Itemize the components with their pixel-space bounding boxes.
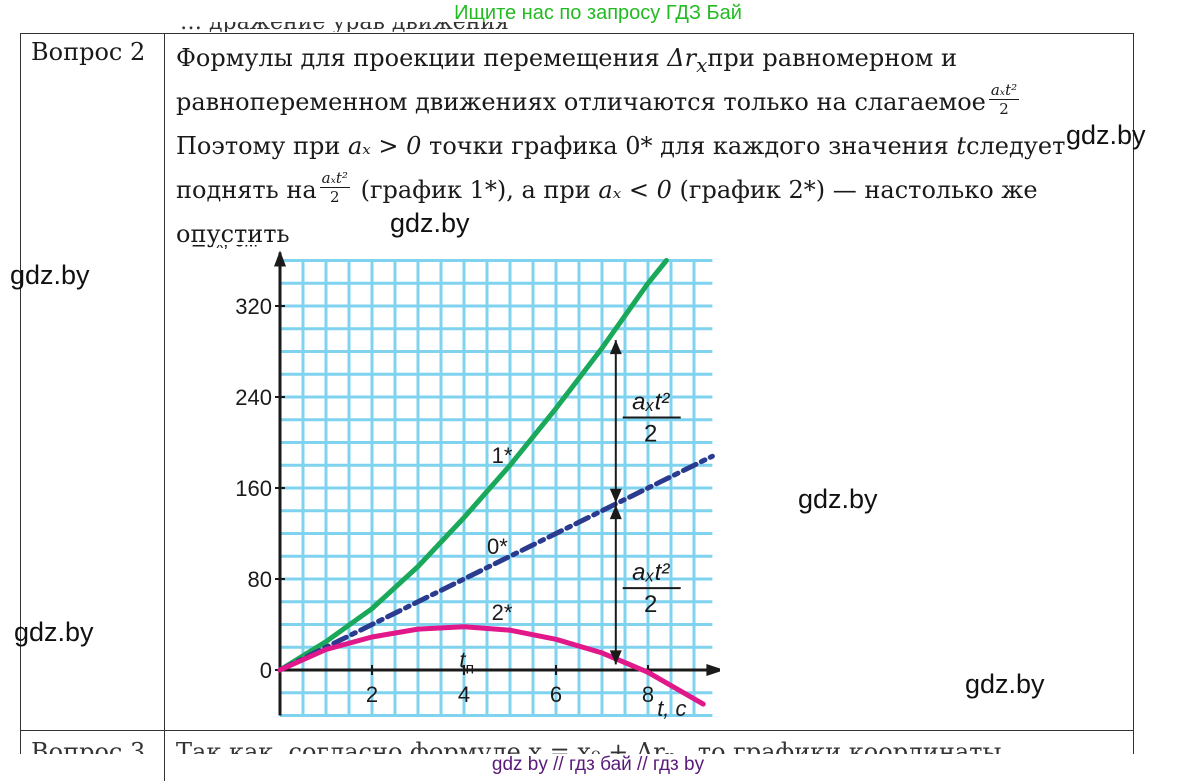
series-2-label: 2* <box>492 600 513 625</box>
footer-links: gdz by // гдз бай // гдз by <box>491 754 705 775</box>
answer-line-2: равнопеременном движениях отличаются тол… <box>176 81 1020 118</box>
answer-table <box>20 33 1134 754</box>
answer-text: Формулы для проекции перемещения Δrxпри … <box>176 36 1076 256</box>
x-tick-label: 4 <box>458 682 470 707</box>
x-tick-label: 8 <box>642 682 654 707</box>
watermark: gdz.by <box>798 484 878 514</box>
watermark: gdz.by <box>1066 120 1146 150</box>
series-2-line <box>277 624 706 707</box>
question-label: Вопрос 2 <box>31 38 146 66</box>
answer-line-4: поднять на aₓt² 2 (график 1*), а при aₓ < … <box>176 169 1038 206</box>
y-tick-label: 320 <box>235 294 272 319</box>
x-axis-arrow <box>706 664 720 676</box>
difference-arrowhead <box>609 505 622 520</box>
watermark: gdz.by <box>390 208 470 238</box>
upper-fraction-denominator: 2 <box>644 420 657 447</box>
fraction-term: aₓt² 2 <box>988 81 1020 118</box>
y-tick-label: 160 <box>235 476 272 501</box>
x-tick-label: 2 <box>366 682 378 707</box>
answer-line-1: Формулы для проекции перемещения Δrxпри … <box>176 44 957 77</box>
series-0-line <box>277 453 715 673</box>
difference-arrowhead <box>609 340 622 355</box>
answer-line-3: Поэтому при aₓ > 0 точки графика 0* для … <box>176 132 1066 160</box>
y-axis-arrow <box>274 250 286 267</box>
fraction-term: aₓt² 2 <box>319 169 350 206</box>
y-tick-label: 240 <box>235 385 272 410</box>
search-banner: Ищите нас по запросу ГДЗ Бай <box>454 2 742 24</box>
series-1-line <box>277 258 669 673</box>
table-row-divider <box>20 730 1133 731</box>
cut-previous-line: … дражение урав движения <box>180 22 510 32</box>
difference-arrowhead <box>609 488 622 503</box>
upper-fraction-numerator: aₓt² <box>632 388 670 415</box>
t-peak-label: tп <box>459 648 474 678</box>
watermark: gdz.by <box>14 617 94 647</box>
next-question-label: Вопрос 3 <box>31 738 146 754</box>
watermark: gdz.by <box>10 260 90 290</box>
series-1-label: 1* <box>492 443 513 468</box>
series-0-label: 0* <box>487 534 508 559</box>
x-axis-label: t, с <box>657 696 686 721</box>
answer-line-5: опустить <box>176 220 290 248</box>
next-answer-text: Так как, согласно формуле x = x₀ + Δrₓ ,… <box>176 738 1002 754</box>
next-question-row: Вопрос 3 Так как, согласно формуле x = x… <box>0 738 1196 754</box>
x-tick-label: 6 <box>550 682 562 707</box>
y-tick-label: 0 <box>260 658 272 683</box>
displacement-chart: 2468080160240320Δ rₓ, смt, с1*0*2*tпaₓt²… <box>192 245 720 721</box>
lower-fraction-numerator: aₓt² <box>632 559 670 586</box>
y-axis-label: Δ rₓ, см <box>192 245 258 252</box>
y-tick-label: 80 <box>248 567 272 592</box>
watermark: gdz.by <box>965 669 1045 699</box>
lower-fraction-denominator: 2 <box>644 591 657 618</box>
difference-arrowhead <box>609 650 622 665</box>
table-column-divider <box>164 33 165 781</box>
